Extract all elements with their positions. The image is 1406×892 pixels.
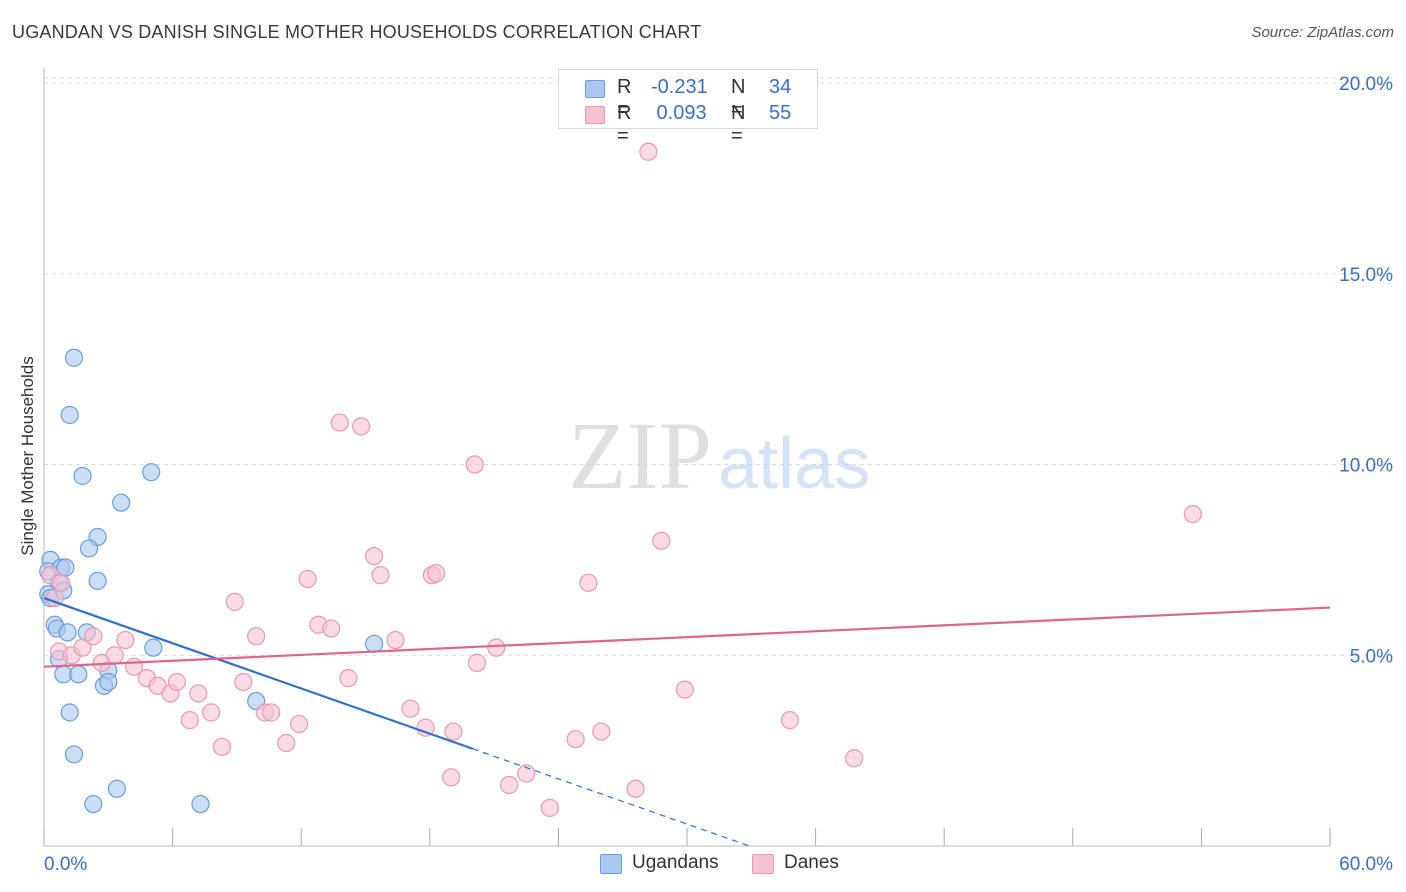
dane-point [626, 779, 645, 798]
dane-point [167, 672, 186, 692]
legend-n-label: N = [731, 102, 746, 147]
ugandan-point [144, 638, 163, 657]
dane-point [73, 638, 92, 657]
dane-point [592, 722, 611, 741]
ugandan-point [58, 623, 77, 642]
ugandan-point [79, 539, 99, 558]
dane-point [225, 592, 244, 611]
bottom-legend-label: Ugandans [632, 852, 719, 873]
dane-point [427, 564, 446, 583]
legend-r-value: 0.093 [651, 102, 707, 124]
ugandan-point [191, 794, 210, 814]
correlation-legend: R = -0.231 N = 34 R = 0.093 N = 55 [558, 69, 818, 147]
ugandan-point [73, 466, 92, 486]
dane-point [105, 646, 124, 665]
legend-n-value: 55 [769, 102, 792, 124]
ugandan-point [99, 672, 118, 692]
chart-title: UGANDAN VS DANISH SINGLE MOTHER HOUSEHOL… [12, 22, 702, 42]
dane-point [84, 627, 103, 646]
dane-point [180, 711, 199, 730]
dane-point [579, 573, 598, 592]
ugandan-point [364, 634, 384, 653]
dane-point [202, 703, 221, 722]
dane-point [442, 768, 461, 787]
ugandan-point [64, 745, 84, 764]
legend-swatch-ugandans [585, 80, 605, 98]
legend-n-value: 34 [769, 76, 792, 98]
ugandans-trend-line [43, 597, 474, 750]
dane-point [212, 737, 231, 756]
y-tick-label: 10.0% [1339, 456, 1393, 477]
dane-point [277, 733, 296, 753]
watermark-atlas: atlas [718, 424, 870, 504]
dane-point [116, 630, 135, 650]
ugandan-point [142, 463, 161, 482]
dane-point [639, 142, 658, 161]
dane-point [339, 669, 358, 688]
dane-point [352, 417, 371, 436]
dane-point [322, 619, 341, 638]
legend-n-label: N = [731, 76, 746, 121]
x-tick-label: 0.0% [44, 854, 87, 875]
ugandan-point [69, 665, 88, 684]
dane-point [401, 699, 420, 718]
dane-point [500, 775, 519, 795]
dane-point [465, 455, 484, 474]
ugandan-point [107, 779, 126, 798]
source-label: Source: ZipAtlas.com [1251, 24, 1394, 41]
ugandan-point [84, 794, 103, 814]
dane-point [675, 680, 694, 699]
legend-r-label: R = [617, 102, 632, 147]
dane-point [416, 718, 435, 737]
dane-point [289, 714, 309, 734]
dane-point [467, 653, 487, 672]
legend-r-label: R = [617, 76, 632, 121]
ugandans-trend-extension [472, 748, 752, 848]
dane-point [386, 630, 405, 650]
legend-swatch-danes [585, 106, 605, 124]
dane-point [52, 573, 71, 592]
y-tick-label: 5.0% [1350, 646, 1393, 667]
dane-point [845, 749, 864, 768]
dane-point [189, 684, 208, 703]
y-tick-label: 15.0% [1339, 265, 1393, 286]
watermark: ZIP atlas [568, 402, 870, 509]
y-axis-label: Single Mother Households [18, 356, 37, 556]
dane-point [364, 546, 384, 566]
bottom-swatch-ugandans [600, 854, 622, 874]
dane-point [1183, 505, 1202, 524]
dane-point [262, 703, 281, 722]
dane-point [298, 569, 317, 589]
ugandan-point [56, 558, 75, 577]
dane-point [517, 764, 536, 783]
ugandan-point [112, 493, 131, 512]
bottom-legend-label: Danes [784, 852, 839, 873]
dane-point [330, 413, 349, 432]
dane-point [247, 627, 266, 646]
dane-point [566, 730, 585, 749]
watermark-zip: ZIP [568, 402, 712, 509]
ugandan-point [60, 703, 79, 722]
dane-point [234, 672, 253, 692]
ugandan-point [60, 405, 79, 425]
dane-point [780, 711, 799, 730]
bottom-swatch-danes [752, 854, 774, 874]
legend-r-value: -0.231 [651, 76, 708, 98]
danes-trend-line [43, 606, 1331, 668]
dane-point [487, 638, 506, 657]
ugandan-point [88, 571, 107, 590]
dane-point [652, 531, 671, 550]
y-tick-label: 20.0% [1339, 74, 1393, 95]
dane-point [540, 798, 559, 817]
dane-point [444, 722, 463, 741]
x-tick-label: 60.0% [1339, 854, 1393, 875]
ugandan-point [64, 348, 84, 367]
dane-point [371, 566, 390, 585]
